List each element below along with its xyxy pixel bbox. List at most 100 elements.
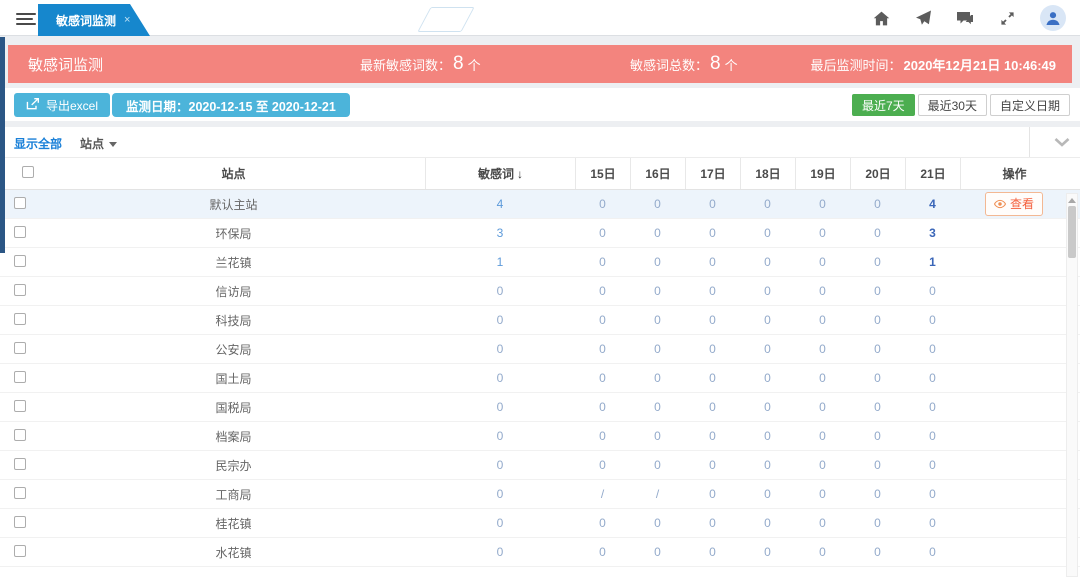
row-checkbox-cell bbox=[0, 196, 42, 212]
day-count: 0 bbox=[874, 429, 881, 443]
row-checkbox[interactable] bbox=[14, 370, 26, 383]
day-count: 0 bbox=[929, 429, 936, 443]
day-count: 0 bbox=[819, 371, 826, 385]
day-count[interactable]: 1 bbox=[929, 255, 936, 269]
site-filter-dropdown[interactable]: 站点 bbox=[80, 135, 118, 152]
toolbar: 导出excel 监测日期：2020-12-15 至 2020-12-21 最近7… bbox=[0, 88, 1080, 121]
row-checkbox-cell bbox=[0, 312, 42, 328]
day-count: 0 bbox=[819, 429, 826, 443]
site-name: 桂花镇 bbox=[215, 516, 252, 531]
day-count: 0 bbox=[874, 342, 881, 356]
caret-down-icon bbox=[109, 142, 118, 147]
day-count: 0 bbox=[599, 342, 606, 356]
day-count: 0 bbox=[599, 284, 606, 298]
row-checkbox[interactable] bbox=[14, 399, 26, 412]
table-row: 公安局 0 0 0 0 0 0 0 0 bbox=[0, 335, 1080, 364]
row-checkbox[interactable] bbox=[14, 312, 26, 325]
day-count: 0 bbox=[654, 458, 661, 472]
home-icon[interactable] bbox=[872, 9, 890, 27]
topbar-icons bbox=[872, 0, 1066, 36]
export-icon bbox=[26, 97, 40, 113]
day-count: 0 bbox=[874, 400, 881, 414]
keyword-count[interactable]: 1 bbox=[496, 255, 504, 269]
day-count: 0 bbox=[654, 226, 661, 240]
table-row: 国土局 0 0 0 0 0 0 0 0 bbox=[0, 364, 1080, 393]
day-count: 0 bbox=[654, 545, 661, 559]
day-count: 0 bbox=[709, 284, 716, 298]
keyword-count: 0 bbox=[496, 487, 504, 501]
header-day-16: 16日 bbox=[630, 158, 685, 189]
vertical-scrollbar[interactable] bbox=[1066, 193, 1078, 577]
show-all-link[interactable]: 显示全部 bbox=[14, 137, 63, 151]
row-checkbox[interactable] bbox=[14, 457, 26, 470]
range-custom-button[interactable]: 自定义日期 bbox=[989, 94, 1070, 116]
view-button[interactable]: 查看 bbox=[984, 192, 1043, 216]
row-checkbox[interactable] bbox=[14, 196, 26, 209]
day-count: / bbox=[600, 487, 605, 501]
day-count: 0 bbox=[929, 342, 936, 356]
collapsed-sidebar-strip[interactable] bbox=[0, 37, 5, 253]
day-count: 0 bbox=[599, 226, 606, 240]
day-count: 0 bbox=[709, 197, 716, 211]
summary-bar: 敏感词监测 最新敏感词数： 8 个 敏感词总数： 8 个 最后监测时间： 202… bbox=[8, 45, 1072, 83]
scrollbar-thumb[interactable] bbox=[1068, 206, 1076, 258]
day-count: 0 bbox=[764, 313, 771, 327]
send-icon[interactable] bbox=[914, 9, 932, 27]
table-row: 水花镇 0 0 0 0 0 0 0 0 bbox=[0, 538, 1080, 567]
total-keyword-value: 8 bbox=[710, 53, 721, 74]
day-count: 0 bbox=[929, 487, 936, 501]
row-checkbox[interactable] bbox=[14, 254, 26, 267]
site-name: 工商局 bbox=[215, 487, 252, 502]
export-excel-button[interactable]: 导出excel bbox=[14, 93, 111, 117]
menu-toggle-icon[interactable] bbox=[16, 10, 36, 26]
topbar: 敏感词监测 × bbox=[0, 0, 1080, 36]
row-checkbox-cell bbox=[0, 399, 42, 415]
day-count: 0 bbox=[819, 516, 826, 530]
day-count: 0 bbox=[654, 342, 661, 356]
site-name: 科技局 bbox=[215, 313, 252, 328]
main-panel: 显示全部 站点 站点 敏感词 ↓ 15日 16日 17日 18日 19日 20日… bbox=[0, 127, 1080, 577]
day-count: 0 bbox=[874, 197, 881, 211]
row-checkbox[interactable] bbox=[14, 428, 26, 441]
keyword-count[interactable]: 4 bbox=[496, 197, 504, 211]
day-count: 0 bbox=[929, 400, 936, 414]
day-count: 0 bbox=[874, 458, 881, 472]
range-last7days-button[interactable]: 最近7天 bbox=[851, 94, 915, 116]
user-avatar[interactable] bbox=[1040, 5, 1066, 31]
ghost-tab-outline bbox=[417, 7, 475, 32]
scroll-up-icon[interactable] bbox=[1068, 198, 1076, 203]
day-count: 0 bbox=[764, 342, 771, 356]
row-checkbox[interactable] bbox=[14, 486, 26, 499]
row-checkbox[interactable] bbox=[14, 341, 26, 354]
day-count[interactable]: 3 bbox=[929, 226, 936, 240]
row-checkbox[interactable] bbox=[14, 544, 26, 557]
day-count: 0 bbox=[654, 255, 661, 269]
keyword-count: 0 bbox=[496, 516, 504, 530]
table-row: 信访局 0 0 0 0 0 0 0 0 bbox=[0, 277, 1080, 306]
keyword-count[interactable]: 3 bbox=[496, 226, 504, 240]
day-count: 0 bbox=[874, 313, 881, 327]
header-day-19: 19日 bbox=[795, 158, 850, 189]
tab-sensitive-word-monitor[interactable]: 敏感词监测 × bbox=[38, 4, 150, 36]
chat-icon[interactable] bbox=[956, 9, 974, 27]
range-last30days-button[interactable]: 最近30天 bbox=[917, 94, 987, 116]
tab-label: 敏感词监测 bbox=[56, 13, 117, 28]
row-checkbox[interactable] bbox=[14, 225, 26, 238]
keyword-count: 0 bbox=[496, 371, 504, 385]
monitor-date-range[interactable]: 监测日期：2020-12-15 至 2020-12-21 bbox=[112, 93, 350, 117]
select-all-checkbox[interactable] bbox=[22, 166, 34, 178]
row-checkbox-cell bbox=[0, 486, 42, 502]
day-count: / bbox=[655, 487, 660, 501]
day-count[interactable]: 4 bbox=[929, 197, 936, 211]
site-name: 档案局 bbox=[215, 429, 252, 444]
collapse-panel-control[interactable] bbox=[1029, 127, 1070, 157]
row-checkbox[interactable] bbox=[14, 283, 26, 296]
day-count: 0 bbox=[764, 226, 771, 240]
header-keyword[interactable]: 敏感词 ↓ bbox=[425, 158, 575, 189]
tab-close-icon[interactable]: × bbox=[124, 14, 131, 26]
day-count: 0 bbox=[599, 516, 606, 530]
day-count: 0 bbox=[599, 400, 606, 414]
expand-icon[interactable] bbox=[998, 9, 1016, 27]
row-checkbox[interactable] bbox=[14, 515, 26, 528]
header-checkbox-cell bbox=[0, 166, 42, 181]
